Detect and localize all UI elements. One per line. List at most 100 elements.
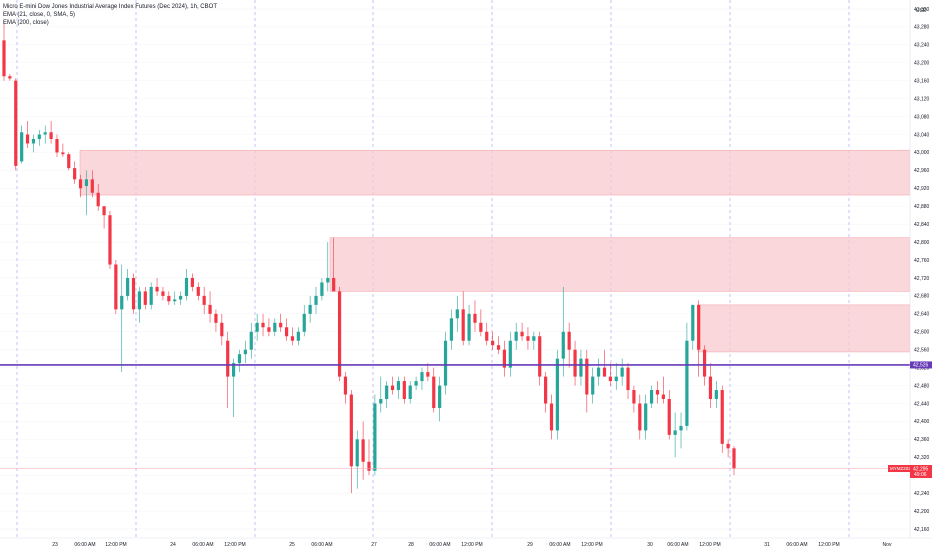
candle[interactable]: [131, 273, 136, 314]
candle[interactable]: [614, 363, 618, 391]
candle[interactable]: [485, 322, 489, 346]
indicator-ema-21[interactable]: EMA (21, close, 0, SMA, 5): [3, 12, 76, 18]
candle[interactable]: [196, 282, 200, 301]
symbol-title[interactable]: Micro E-mini Dow Jones Industrial Averag…: [3, 4, 217, 10]
candle[interactable]: [208, 291, 212, 323]
candle[interactable]: [443, 331, 448, 395]
candle[interactable]: [602, 349, 607, 377]
candle[interactable]: [720, 385, 724, 453]
candle[interactable]: [620, 358, 624, 386]
candle[interactable]: [214, 309, 218, 332]
candle[interactable]: [544, 372, 548, 413]
candle[interactable]: [343, 372, 348, 404]
candle[interactable]: [220, 313, 224, 346]
candle[interactable]: [149, 282, 153, 310]
candle[interactable]: [591, 367, 595, 404]
candle[interactable]: [449, 309, 454, 350]
candle[interactable]: [679, 412, 683, 449]
candle[interactable]: [137, 286, 142, 323]
candle[interactable]: [555, 349, 559, 440]
candle[interactable]: [2, 22, 6, 81]
candle[interactable]: [491, 331, 495, 350]
candle[interactable]: [108, 210, 112, 269]
candle[interactable]: [190, 273, 194, 292]
candle[interactable]: [55, 134, 59, 157]
candle[interactable]: [502, 340, 507, 377]
candle[interactable]: [632, 385, 636, 413]
candle[interactable]: [414, 376, 418, 391]
candle[interactable]: [373, 394, 377, 476]
candle[interactable]: [237, 349, 242, 373]
candle[interactable]: [20, 125, 24, 164]
candle[interactable]: [126, 269, 130, 301]
candle[interactable]: [673, 412, 677, 458]
candle[interactable]: [408, 381, 412, 404]
candle[interactable]: [538, 331, 542, 386]
candlestick-series[interactable]: [2, 22, 736, 494]
candle[interactable]: [396, 376, 401, 400]
candle[interactable]: [90, 170, 94, 198]
candle[interactable]: [61, 143, 65, 157]
candle[interactable]: [308, 295, 312, 323]
candle[interactable]: [349, 390, 353, 494]
candle[interactable]: [467, 304, 471, 346]
candle[interactable]: [202, 286, 206, 314]
candle[interactable]: [461, 291, 465, 346]
candle[interactable]: [697, 300, 701, 377]
candle[interactable]: [361, 421, 365, 480]
candle[interactable]: [667, 390, 671, 440]
candle[interactable]: [314, 286, 318, 314]
candle[interactable]: [279, 313, 283, 332]
candle[interactable]: [120, 264, 124, 373]
candle[interactable]: [179, 291, 183, 305]
candle[interactable]: [114, 260, 118, 314]
candle[interactable]: [473, 300, 477, 332]
candle[interactable]: [37, 130, 41, 146]
candle[interactable]: [14, 78, 18, 171]
candle[interactable]: [385, 381, 389, 408]
candle[interactable]: [284, 318, 289, 341]
candle[interactable]: [143, 286, 147, 310]
candle[interactable]: [585, 349, 589, 413]
candle[interactable]: [320, 277, 324, 301]
candle[interactable]: [31, 134, 36, 153]
candle[interactable]: [173, 291, 177, 305]
candle[interactable]: [379, 376, 383, 413]
candle[interactable]: [390, 376, 395, 395]
candle[interactable]: [732, 446, 736, 476]
candle[interactable]: [573, 340, 577, 386]
candle[interactable]: [532, 331, 536, 350]
price-axis[interactable]: USD 43,320 43,280 43,240 43,200 43,160 43,120…: [888, 0, 932, 550]
candle[interactable]: [155, 277, 159, 296]
candle[interactable]: [661, 376, 665, 404]
candle[interactable]: [161, 286, 165, 301]
candle[interactable]: [243, 340, 247, 364]
candle[interactable]: [25, 121, 30, 148]
candle[interactable]: [438, 376, 442, 422]
candle[interactable]: [367, 439, 371, 476]
candle[interactable]: [726, 439, 730, 458]
candle[interactable]: [561, 286, 565, 377]
candle[interactable]: [714, 381, 718, 408]
candle[interactable]: [226, 331, 230, 408]
candle[interactable]: [355, 430, 359, 489]
candle[interactable]: [420, 367, 424, 391]
indicator-ema-200[interactable]: EMA (200, close): [3, 20, 49, 26]
candle[interactable]: [67, 152, 71, 171]
candle[interactable]: [255, 313, 259, 341]
candle[interactable]: [337, 286, 342, 382]
candle[interactable]: [96, 183, 100, 211]
candle[interactable]: [708, 363, 713, 408]
candle[interactable]: [302, 304, 306, 337]
candle[interactable]: [184, 269, 189, 301]
candle[interactable]: [514, 322, 518, 350]
candle[interactable]: [596, 358, 601, 386]
candle[interactable]: [579, 349, 583, 386]
candle[interactable]: [78, 174, 83, 198]
candle[interactable]: [49, 121, 53, 144]
candle[interactable]: [496, 336, 501, 355]
candle[interactable]: [402, 376, 406, 404]
candle[interactable]: [332, 237, 336, 292]
candle[interactable]: [267, 318, 271, 337]
candle[interactable]: [102, 206, 106, 229]
